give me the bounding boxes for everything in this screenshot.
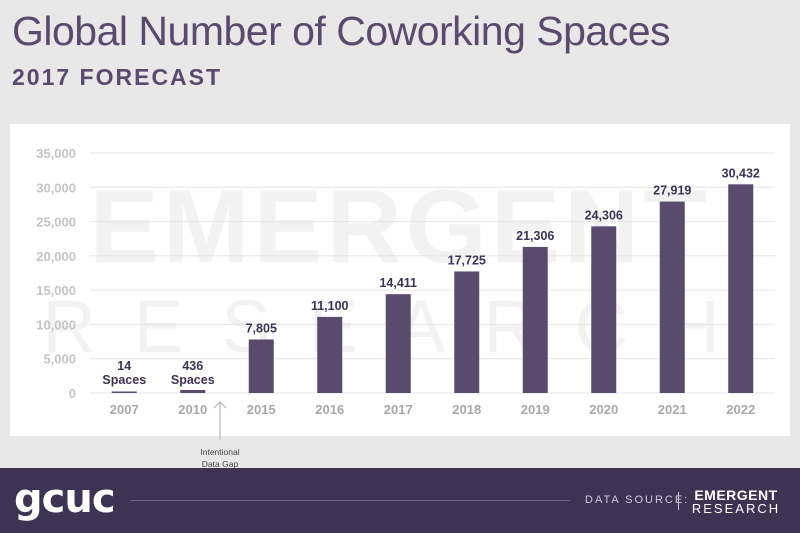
data-source-label: DATA SOURCE: xyxy=(585,494,690,506)
y-tick-label: 10,000 xyxy=(36,317,76,332)
y-tick-label: 25,000 xyxy=(36,215,76,230)
page-title: Global Number of Coworking Spaces xyxy=(12,8,671,54)
x-tick-label: 2015 xyxy=(247,402,276,417)
x-tick-label: 2022 xyxy=(726,402,755,417)
page-subtitle: 2017 FORECAST xyxy=(12,64,223,90)
data-label: 17,725 xyxy=(448,253,486,267)
y-tick-label: 5,000 xyxy=(43,352,76,367)
source-divider xyxy=(678,492,679,510)
data-label: 24,306 xyxy=(585,208,623,222)
data-gap-note: Intentional Data Gap xyxy=(185,446,255,470)
x-tick-label: 2017 xyxy=(384,402,413,417)
x-tick-label: 2010 xyxy=(178,402,207,417)
data-label: 27,919 xyxy=(653,184,691,198)
data-label: 30,432 xyxy=(722,166,760,180)
x-tick-label: 2019 xyxy=(521,402,550,417)
bar xyxy=(659,201,685,393)
data-label: 436 xyxy=(182,359,203,373)
gcuc-logo: gcuc xyxy=(14,476,116,522)
bar xyxy=(454,271,480,393)
up-arrow-head-icon xyxy=(213,401,227,409)
bar xyxy=(317,316,343,393)
data-label-suffix: Spaces xyxy=(102,373,146,387)
footer-divider-line xyxy=(130,500,570,501)
brand-bottom: RESEARCH xyxy=(691,501,781,516)
data-label-suffix: Spaces xyxy=(171,373,215,387)
x-tick-label: 2016 xyxy=(315,402,344,417)
bar xyxy=(180,390,206,393)
bar xyxy=(728,184,754,393)
bar xyxy=(248,339,274,393)
watermark-line1: EMERGENT xyxy=(89,169,710,285)
y-tick-label: 30,000 xyxy=(36,180,76,195)
x-tick-label: 2021 xyxy=(658,402,687,417)
header: Global Number of Coworking Spaces 2017 F… xyxy=(0,0,800,125)
y-tick-label: 15,000 xyxy=(36,283,76,298)
bar xyxy=(111,391,137,393)
data-gap-line2: Data Gap xyxy=(201,459,239,469)
data-label: 11,100 xyxy=(311,299,349,313)
y-tick-label: 35,000 xyxy=(36,146,76,161)
x-tick-label: 2020 xyxy=(589,402,618,417)
brand-top: EMERGENT xyxy=(694,487,778,503)
data-gap-line1: Intentional xyxy=(200,447,240,457)
x-tick-label: 2018 xyxy=(452,402,481,417)
footer: gcuc DATA SOURCE: EMERGENT RESEARCH xyxy=(0,468,800,533)
data-label: 14,411 xyxy=(379,276,417,290)
data-label: 14 xyxy=(117,359,131,373)
data-label: 7,805 xyxy=(246,321,277,335)
emergent-research-logo: EMERGENT RESEARCH xyxy=(690,488,782,516)
y-tick-label: 0 xyxy=(69,386,76,401)
y-tick-label: 20,000 xyxy=(36,249,76,264)
data-label: 21,306 xyxy=(516,229,554,243)
bar xyxy=(522,246,548,393)
bar xyxy=(385,294,411,393)
x-tick-label: 2007 xyxy=(110,402,139,417)
bar xyxy=(591,226,617,393)
